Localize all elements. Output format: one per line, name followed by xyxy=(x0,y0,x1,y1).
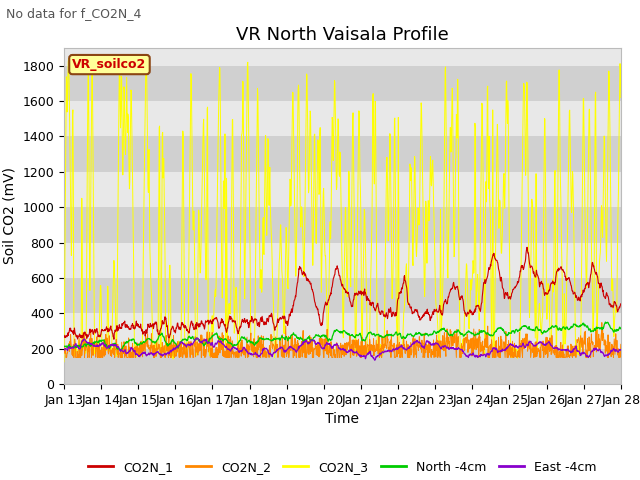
Bar xyxy=(64,242,621,278)
Bar xyxy=(64,348,621,384)
Text: VR_soilco2: VR_soilco2 xyxy=(72,58,147,71)
Bar xyxy=(64,207,621,242)
Bar xyxy=(64,136,621,172)
Bar xyxy=(64,172,621,207)
Text: No data for f_CO2N_4: No data for f_CO2N_4 xyxy=(6,7,142,20)
Bar xyxy=(64,313,621,348)
Bar xyxy=(64,278,621,313)
Legend: CO2N_1, CO2N_2, CO2N_3, North -4cm, East -4cm: CO2N_1, CO2N_2, CO2N_3, North -4cm, East… xyxy=(83,456,602,479)
Bar xyxy=(64,101,621,136)
Bar xyxy=(64,66,621,101)
Y-axis label: Soil CO2 (mV): Soil CO2 (mV) xyxy=(3,168,17,264)
Title: VR North Vaisala Profile: VR North Vaisala Profile xyxy=(236,25,449,44)
X-axis label: Time: Time xyxy=(325,412,360,426)
